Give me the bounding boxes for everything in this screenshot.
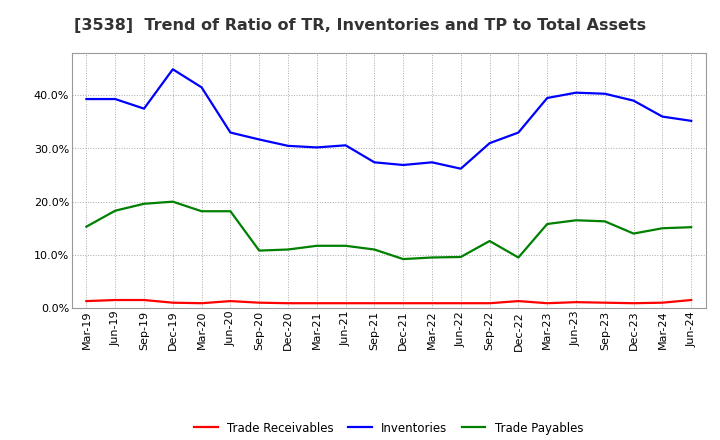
Inventories [514, 130, 523, 135]
Trade Payables [514, 255, 523, 260]
Inventories [284, 143, 292, 148]
Trade Payables [456, 254, 465, 260]
Trade Payables [284, 247, 292, 252]
Trade Receivables [341, 301, 350, 306]
Trade Receivables [226, 298, 235, 304]
Inventories [341, 143, 350, 148]
Inventories [140, 106, 148, 111]
Trade Payables [485, 238, 494, 244]
Trade Payables [687, 224, 696, 230]
Trade Receivables [456, 301, 465, 306]
Trade Receivables [514, 298, 523, 304]
Trade Payables [226, 209, 235, 214]
Trade Receivables [600, 300, 609, 305]
Trade Payables [111, 208, 120, 213]
Line: Trade Payables: Trade Payables [86, 202, 691, 259]
Trade Receivables [428, 301, 436, 306]
Inventories [312, 145, 321, 150]
Trade Receivables [370, 301, 379, 306]
Trade Receivables [658, 300, 667, 305]
Trade Payables [312, 243, 321, 249]
Inventories [82, 96, 91, 102]
Trade Payables [140, 201, 148, 206]
Inventories [226, 130, 235, 135]
Inventories [600, 91, 609, 96]
Inventories [399, 162, 408, 168]
Trade Payables [658, 226, 667, 231]
Trade Payables [168, 199, 177, 204]
Inventories [197, 85, 206, 90]
Trade Receivables [140, 297, 148, 303]
Inventories [428, 160, 436, 165]
Trade Payables [600, 219, 609, 224]
Trade Receivables [168, 300, 177, 305]
Line: Trade Receivables: Trade Receivables [86, 300, 691, 303]
Inventories [543, 95, 552, 101]
Trade Payables [197, 209, 206, 214]
Trade Receivables [284, 301, 292, 306]
Inventories [370, 160, 379, 165]
Inventories [658, 114, 667, 119]
Inventories [255, 137, 264, 142]
Trade Payables [255, 248, 264, 253]
Trade Payables [341, 243, 350, 249]
Trade Payables [399, 257, 408, 262]
Trade Receivables [312, 301, 321, 306]
Trade Receivables [399, 301, 408, 306]
Trade Receivables [543, 301, 552, 306]
Trade Receivables [197, 301, 206, 306]
Trade Receivables [687, 297, 696, 303]
Trade Payables [82, 224, 91, 229]
Inventories [629, 98, 638, 103]
Trade Payables [370, 247, 379, 252]
Trade Payables [428, 255, 436, 260]
Trade Payables [543, 221, 552, 227]
Inventories [456, 166, 465, 171]
Line: Inventories: Inventories [86, 69, 691, 169]
Trade Receivables [629, 301, 638, 306]
Legend: Trade Receivables, Inventories, Trade Payables: Trade Receivables, Inventories, Trade Pa… [194, 422, 583, 435]
Inventories [485, 140, 494, 146]
Trade Receivables [572, 300, 580, 305]
Inventories [572, 90, 580, 95]
Trade Receivables [255, 300, 264, 305]
Trade Payables [572, 218, 580, 223]
Inventories [111, 96, 120, 102]
Text: [3538]  Trend of Ratio of TR, Inventories and TP to Total Assets: [3538] Trend of Ratio of TR, Inventories… [74, 18, 646, 33]
Inventories [168, 66, 177, 72]
Trade Receivables [111, 297, 120, 303]
Trade Payables [629, 231, 638, 236]
Inventories [687, 118, 696, 124]
Trade Receivables [82, 298, 91, 304]
Trade Receivables [485, 301, 494, 306]
